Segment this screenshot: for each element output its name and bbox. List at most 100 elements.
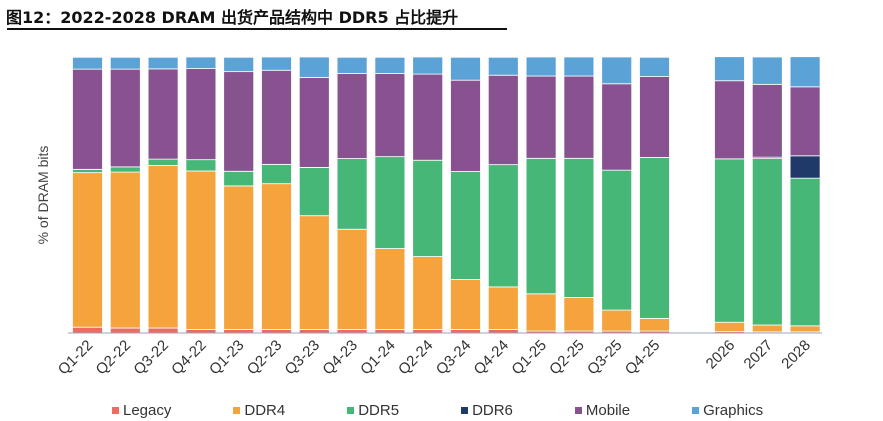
bar-segment-ddr5-q4-24	[487, 164, 519, 288]
bar-segment-legacy-q4-22	[185, 329, 217, 334]
bar-segment-mobile-q3-23	[298, 77, 330, 168]
bar-segment-ddr4-q1-23	[223, 185, 255, 330]
bar-stack-2028	[789, 56, 821, 334]
legend-item-graphics: Graphics	[692, 402, 763, 419]
bar-stack-q2-23	[261, 56, 292, 334]
bar-segment-ddr4-q3-25	[601, 309, 633, 332]
bar-segment-legacy-q1-24	[374, 329, 406, 334]
bar-segment-graphics-q3-25	[601, 56, 633, 85]
bar-stack-q2-24	[412, 56, 444, 334]
x-tick-label: Q4-25	[622, 337, 664, 379]
x-tick-label: Q2-22	[93, 337, 135, 379]
x-tick-label: Q3-22	[130, 337, 172, 379]
bar-segment-ddr5-q2-24	[412, 159, 444, 257]
legend-item-mobile: Mobile	[574, 402, 631, 419]
bar-segment-mobile-2028	[789, 86, 821, 157]
bar-segment-ddr5-q4-22	[185, 159, 217, 172]
bar-segment-ddr5-q1-22	[72, 168, 103, 174]
bar-stack-q1-25	[525, 56, 557, 334]
x-tick-label: Q2-25	[546, 337, 588, 379]
bar-stack-q4-22	[185, 56, 217, 334]
bar-segment-mobile-q2-24	[412, 73, 444, 161]
x-tick-label: Q1-25	[508, 337, 550, 379]
bar-segment-ddr5-q1-24	[374, 156, 406, 249]
figure-title: 图12：2022-2028 DRAM 出货产品结构中 DDR5 占比提升	[6, 8, 459, 27]
bar-segment-ddr5-q2-22	[109, 166, 141, 173]
bar-segment-legacy-q3-22	[147, 327, 179, 334]
bar-segment-graphics-q2-25	[563, 56, 595, 77]
bar-segment-graphics-q2-24	[412, 56, 444, 75]
bar-segment-graphics-q1-22	[72, 56, 103, 70]
bar-segment-legacy-q3-23	[298, 329, 330, 334]
bar-segment-ddr5-2026	[714, 158, 745, 323]
bar-stack-q3-25	[601, 56, 633, 334]
x-tick-label: Q1-24	[357, 337, 399, 379]
bar-segment-mobile-q1-24	[374, 73, 406, 158]
bar-segment-legacy-q1-23	[223, 329, 255, 334]
bar-segment-legacy-q4-24	[487, 329, 519, 334]
x-tick-label: Q4-22	[168, 337, 210, 379]
bar-segment-mobile-q4-22	[185, 68, 217, 161]
bar-segment-mobile-q1-25	[525, 75, 557, 159]
legend-swatch-legacy	[112, 407, 119, 414]
bar-segment-legacy-q4-23	[336, 329, 368, 334]
bar-segment-ddr5-q3-23	[298, 166, 330, 217]
bar-stack-q4-25	[639, 56, 670, 334]
bar-segment-ddr4-2027	[751, 324, 783, 333]
x-tick-label: Q3-23	[282, 337, 324, 379]
x-tick-label: Q1-22	[55, 337, 97, 379]
bar-segment-ddr4-q4-24	[487, 286, 519, 330]
bar-segment-legacy-q1-22	[72, 326, 103, 334]
legend-item-legacy: Legacy	[112, 402, 171, 419]
legend-label: DDR6	[472, 402, 513, 419]
bars-group	[72, 56, 821, 334]
legend-swatch-ddr6	[461, 407, 469, 414]
legend-label: Mobile	[585, 402, 631, 419]
bar-segment-ddr4-q4-23	[336, 228, 368, 330]
bar-segment-mobile-q2-22	[109, 68, 141, 168]
bar-segment-mobile-q1-23	[223, 71, 255, 172]
bar-segment-graphics-2027	[751, 56, 783, 85]
title-underline	[7, 28, 507, 30]
legend-label: Legacy	[123, 402, 172, 419]
bar-segment-graphics-q3-24	[450, 56, 481, 81]
bar-segment-ddr5-q3-25	[601, 169, 633, 311]
bar-segment-mobile-q4-24	[487, 74, 519, 166]
x-tick-label: Q3-25	[584, 337, 626, 379]
bar-segment-mobile-2026	[714, 80, 745, 160]
bar-segment-ddr4-q2-25	[563, 296, 595, 332]
legend-label: DDR4	[244, 402, 286, 419]
x-tick-label: Q2-24	[395, 337, 437, 379]
x-tick-label: Q2-23	[244, 337, 286, 379]
bar-stack-q1-23	[223, 56, 255, 334]
bar-segment-ddr4-q1-22	[72, 172, 103, 328]
legend-swatch-mobile	[574, 407, 582, 414]
bar-segment-mobile-q3-24	[450, 79, 481, 172]
bar-segment-ddr4-q3-24	[450, 279, 481, 330]
bar-segment-ddr5-q2-25	[563, 157, 595, 298]
bar-stack-q2-22	[109, 56, 141, 334]
bar-segment-ddr5-q3-24	[450, 171, 481, 280]
bar-segment-mobile-q2-25	[563, 75, 595, 159]
bar-segment-mobile-q2-23	[261, 69, 292, 165]
x-tick-label: Q3-24	[433, 337, 475, 379]
legend-item-ddr5: DDR5	[347, 402, 399, 419]
bar-stack-2027	[751, 56, 783, 334]
bar-segment-graphics-q1-24	[374, 56, 406, 74]
bar-segment-ddr4-q2-22	[109, 171, 141, 329]
bar-stack-q4-23	[336, 56, 368, 334]
x-tick-label: Q4-23	[319, 337, 361, 379]
bar-segment-ddr4-q1-24	[374, 248, 406, 330]
bar-segment-ddr4-q4-25	[639, 317, 670, 332]
legend-swatch-ddr4	[233, 407, 241, 414]
bar-segment-ddr4-q1-25	[525, 293, 557, 332]
bar-stack-q1-24	[374, 56, 406, 334]
bar-segment-ddr4-2026	[714, 321, 745, 333]
bar-segment-graphics-2028	[789, 56, 821, 88]
bar-segment-ddr4-q2-24	[412, 256, 444, 330]
bar-stack-q3-24	[450, 56, 481, 334]
bar-segment-mobile-q1-22	[72, 68, 103, 170]
legend: Legacy DDR4 DDR5 DDR6 Mobile Graphics	[112, 402, 763, 419]
bar-segment-ddr4-q2-23	[261, 183, 292, 330]
